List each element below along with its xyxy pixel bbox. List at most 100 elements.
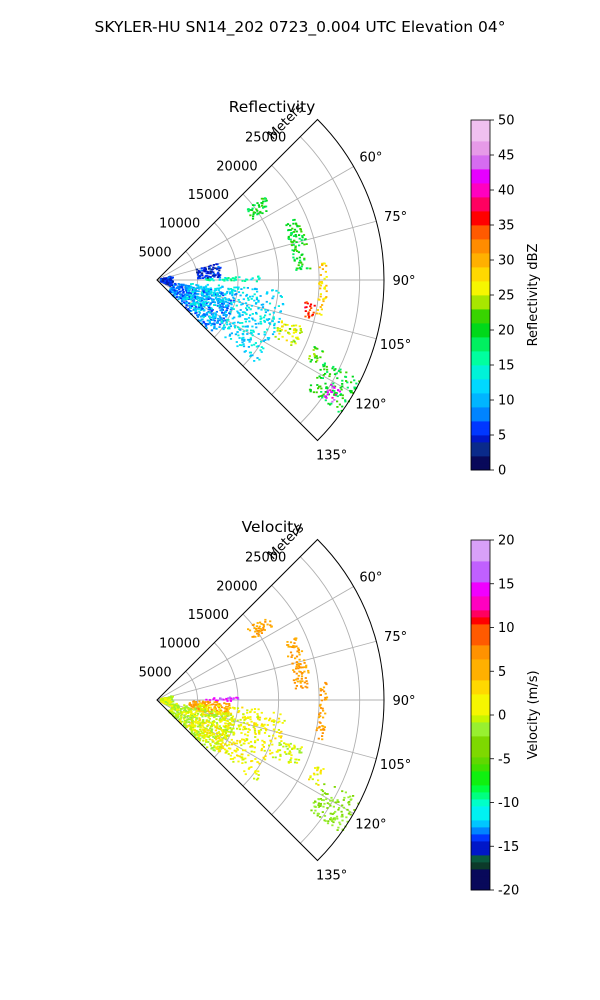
echo-gate — [300, 746, 303, 749]
echo-gate — [262, 340, 265, 342]
echo-gate — [289, 234, 292, 237]
echo-gate — [298, 658, 301, 661]
echo-gate — [208, 322, 212, 324]
echo-gate — [316, 773, 319, 776]
echo-gate — [248, 629, 252, 632]
echo-gate — [320, 313, 323, 316]
echo-gate — [245, 293, 249, 296]
echo-gate — [325, 798, 328, 801]
echo-gate — [202, 713, 205, 716]
echo-gate — [257, 322, 260, 325]
echo-gate — [226, 715, 229, 718]
echo-gate — [346, 381, 349, 384]
echo-gate — [319, 287, 322, 290]
echo-gate — [322, 716, 325, 719]
echo-gate — [240, 344, 243, 347]
echo-gate — [258, 716, 262, 719]
echo-gate — [321, 394, 324, 397]
echo-gate — [271, 751, 274, 754]
echo-gate — [254, 319, 257, 322]
echo-gate — [216, 735, 219, 737]
echo-gate — [250, 750, 253, 753]
echo-gate — [349, 391, 352, 394]
echo-gate — [183, 708, 186, 711]
echo-gate — [322, 768, 325, 770]
echo-gate — [226, 709, 229, 711]
echo-gate — [317, 804, 320, 806]
echo-gate — [201, 294, 204, 297]
echo-gate — [181, 294, 184, 297]
echo-gate — [194, 303, 197, 306]
echo-gate — [295, 758, 298, 761]
echo-gate — [212, 272, 215, 275]
echo-gate — [212, 724, 215, 726]
echo-gate — [207, 306, 210, 309]
echo-gate — [178, 718, 181, 721]
echo-gate — [294, 639, 297, 641]
colorbar-band — [471, 435, 490, 443]
echo-gate — [219, 709, 222, 712]
echo-gate — [233, 707, 236, 710]
echo-gate — [352, 795, 355, 797]
echo-gate — [322, 365, 325, 368]
echo-gate — [233, 297, 236, 300]
echo-gate — [305, 666, 308, 669]
echo-gate — [336, 395, 339, 398]
echo-gate — [251, 325, 254, 328]
echo-gate — [293, 218, 296, 221]
echo-gate — [309, 303, 313, 306]
echo-gate — [332, 386, 335, 388]
echo-gate — [220, 320, 223, 323]
echo-gate — [216, 268, 219, 271]
colorbar-band — [471, 351, 490, 359]
echo-gate — [250, 760, 253, 763]
echo-gate — [221, 741, 224, 744]
echo-gate — [251, 334, 254, 337]
colorbar-band — [471, 778, 490, 786]
echo-gate — [219, 295, 222, 298]
echo-gate — [293, 258, 296, 261]
echo-gate — [217, 737, 220, 740]
echo-gate — [256, 622, 259, 624]
echo-gate — [249, 214, 252, 217]
echo-gate — [331, 367, 334, 370]
colorbar-tick-label: 45 — [498, 149, 515, 164]
echo-gate — [207, 298, 210, 300]
echo-gate — [310, 809, 313, 812]
echo-gate — [221, 278, 224, 281]
echo-gate — [307, 669, 310, 672]
echo-gate — [209, 317, 212, 320]
echo-gate — [312, 772, 316, 775]
echo-gate — [249, 351, 252, 354]
echo-gate — [198, 307, 201, 310]
colorbar-tick-label: 50 — [498, 114, 515, 129]
echo-gate — [161, 700, 164, 703]
echo-gate — [184, 286, 187, 289]
echo-gate — [216, 709, 219, 712]
echo-gate — [295, 223, 298, 226]
echo-gate — [318, 283, 321, 286]
echo-gate — [185, 706, 188, 709]
echo-gate — [257, 708, 260, 711]
echo-gate — [323, 368, 326, 371]
echo-gate — [208, 293, 211, 296]
echo-gate — [323, 698, 326, 701]
echo-gate — [214, 704, 217, 706]
echo-gate — [325, 793, 328, 795]
echo-gate — [264, 314, 267, 317]
echo-gate — [225, 719, 228, 722]
echo-gate — [182, 295, 185, 298]
echo-gate — [177, 706, 180, 708]
echo-gate — [203, 743, 206, 746]
echo-gate — [187, 715, 190, 717]
echo-gate — [260, 340, 263, 343]
colorbar-band — [471, 274, 490, 282]
echo-gate — [278, 732, 281, 734]
echo-gate — [196, 287, 199, 290]
echo-gate — [257, 631, 261, 633]
echo-gate — [223, 733, 226, 736]
colorbar-band — [471, 645, 490, 653]
echo-gate — [322, 262, 325, 265]
colorbar-band — [471, 449, 490, 457]
